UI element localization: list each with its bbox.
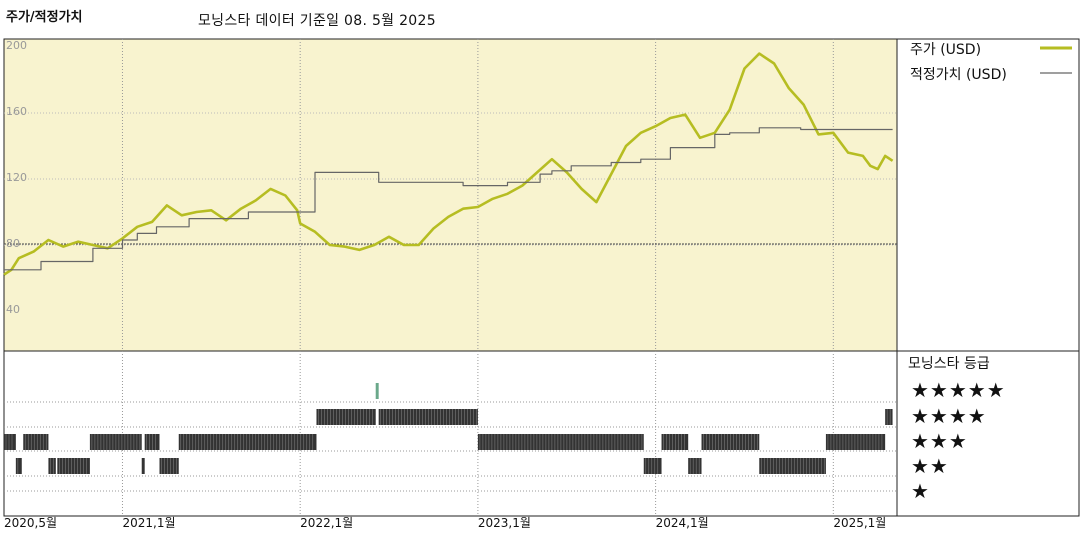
legend-swatches bbox=[1040, 46, 1072, 74]
rating-bar-5-star bbox=[375, 383, 379, 399]
y-tick-label: 160 bbox=[6, 105, 27, 118]
rating-bar-4-star bbox=[378, 409, 478, 425]
star-label-4: ★★★★ bbox=[911, 404, 987, 428]
y-tick-label: 40 bbox=[6, 303, 20, 316]
price-band bbox=[4, 39, 897, 351]
legend-label-fair-value: 적정가치 (USD) bbox=[910, 67, 1007, 83]
star-rating-bars bbox=[4, 383, 893, 474]
y-tick-label: 80 bbox=[6, 237, 20, 250]
x-tick-label: 2022,1월 bbox=[300, 516, 354, 530]
rating-bar-4-star bbox=[885, 409, 893, 425]
rating-bar-3-star bbox=[178, 434, 317, 450]
rating-bar-3-star bbox=[825, 434, 886, 450]
chart-frame bbox=[3, 38, 1080, 517]
rating-bar-2-star bbox=[141, 458, 145, 474]
rating-bar-3-star bbox=[144, 434, 160, 450]
rating-bar-4-star bbox=[316, 409, 376, 425]
price-line bbox=[3, 52, 894, 276]
rating-bar-3-star bbox=[477, 434, 644, 450]
chart-border bbox=[3, 38, 1080, 517]
star-label-2: ★★ bbox=[911, 454, 949, 478]
y-tick-label: 200 bbox=[6, 39, 27, 52]
legend-item-fair-value: 적정가치 (USD) bbox=[910, 64, 1007, 84]
chart-grid bbox=[4, 39, 897, 516]
x-tick-label: 2021,1월 bbox=[122, 516, 176, 530]
chart-subtitle: 모닝스타 데이터 기준일 08. 5월 2025 bbox=[198, 13, 436, 29]
rating-panel-title: 모닝스타 등급 bbox=[908, 356, 990, 372]
legend-label-price: 주가 (USD) bbox=[910, 42, 982, 58]
x-tick-label: 2025,1월 bbox=[833, 516, 887, 530]
rating-bar-3-star bbox=[4, 434, 16, 450]
rating-bar-3-star bbox=[661, 434, 689, 450]
star-label-1: ★ bbox=[911, 479, 930, 503]
x-tick-label: 2024,1월 bbox=[655, 516, 709, 530]
rating-bar-2-star bbox=[688, 458, 702, 474]
rating-bar-2-star bbox=[15, 458, 22, 474]
legend-item-price: 주가 (USD) bbox=[910, 39, 981, 59]
rating-bar-2-star bbox=[759, 458, 826, 474]
rating-bar-2-star bbox=[48, 458, 56, 474]
rating-bar-2-star bbox=[57, 458, 90, 474]
x-tick-label: 2020,5월 bbox=[4, 516, 58, 530]
rating-bar-3-star bbox=[701, 434, 760, 450]
x-tick-label: 2023,1월 bbox=[477, 516, 531, 530]
rating-bar-2-star bbox=[159, 458, 179, 474]
y-tick-label: 120 bbox=[6, 171, 27, 184]
rating-bar-2-star bbox=[643, 458, 662, 474]
y-axis-ticks: 200 160 120 80 40 bbox=[6, 39, 27, 316]
star-label-3: ★★★ bbox=[911, 429, 968, 453]
fair-value-line bbox=[4, 127, 893, 271]
star-label-5: ★★★★★ bbox=[911, 378, 1006, 402]
section-title: 주가/적정가치 bbox=[6, 10, 83, 25]
rating-bar-3-star bbox=[89, 434, 142, 450]
series-lines bbox=[3, 52, 894, 276]
rating-bar-3-star bbox=[23, 434, 49, 450]
